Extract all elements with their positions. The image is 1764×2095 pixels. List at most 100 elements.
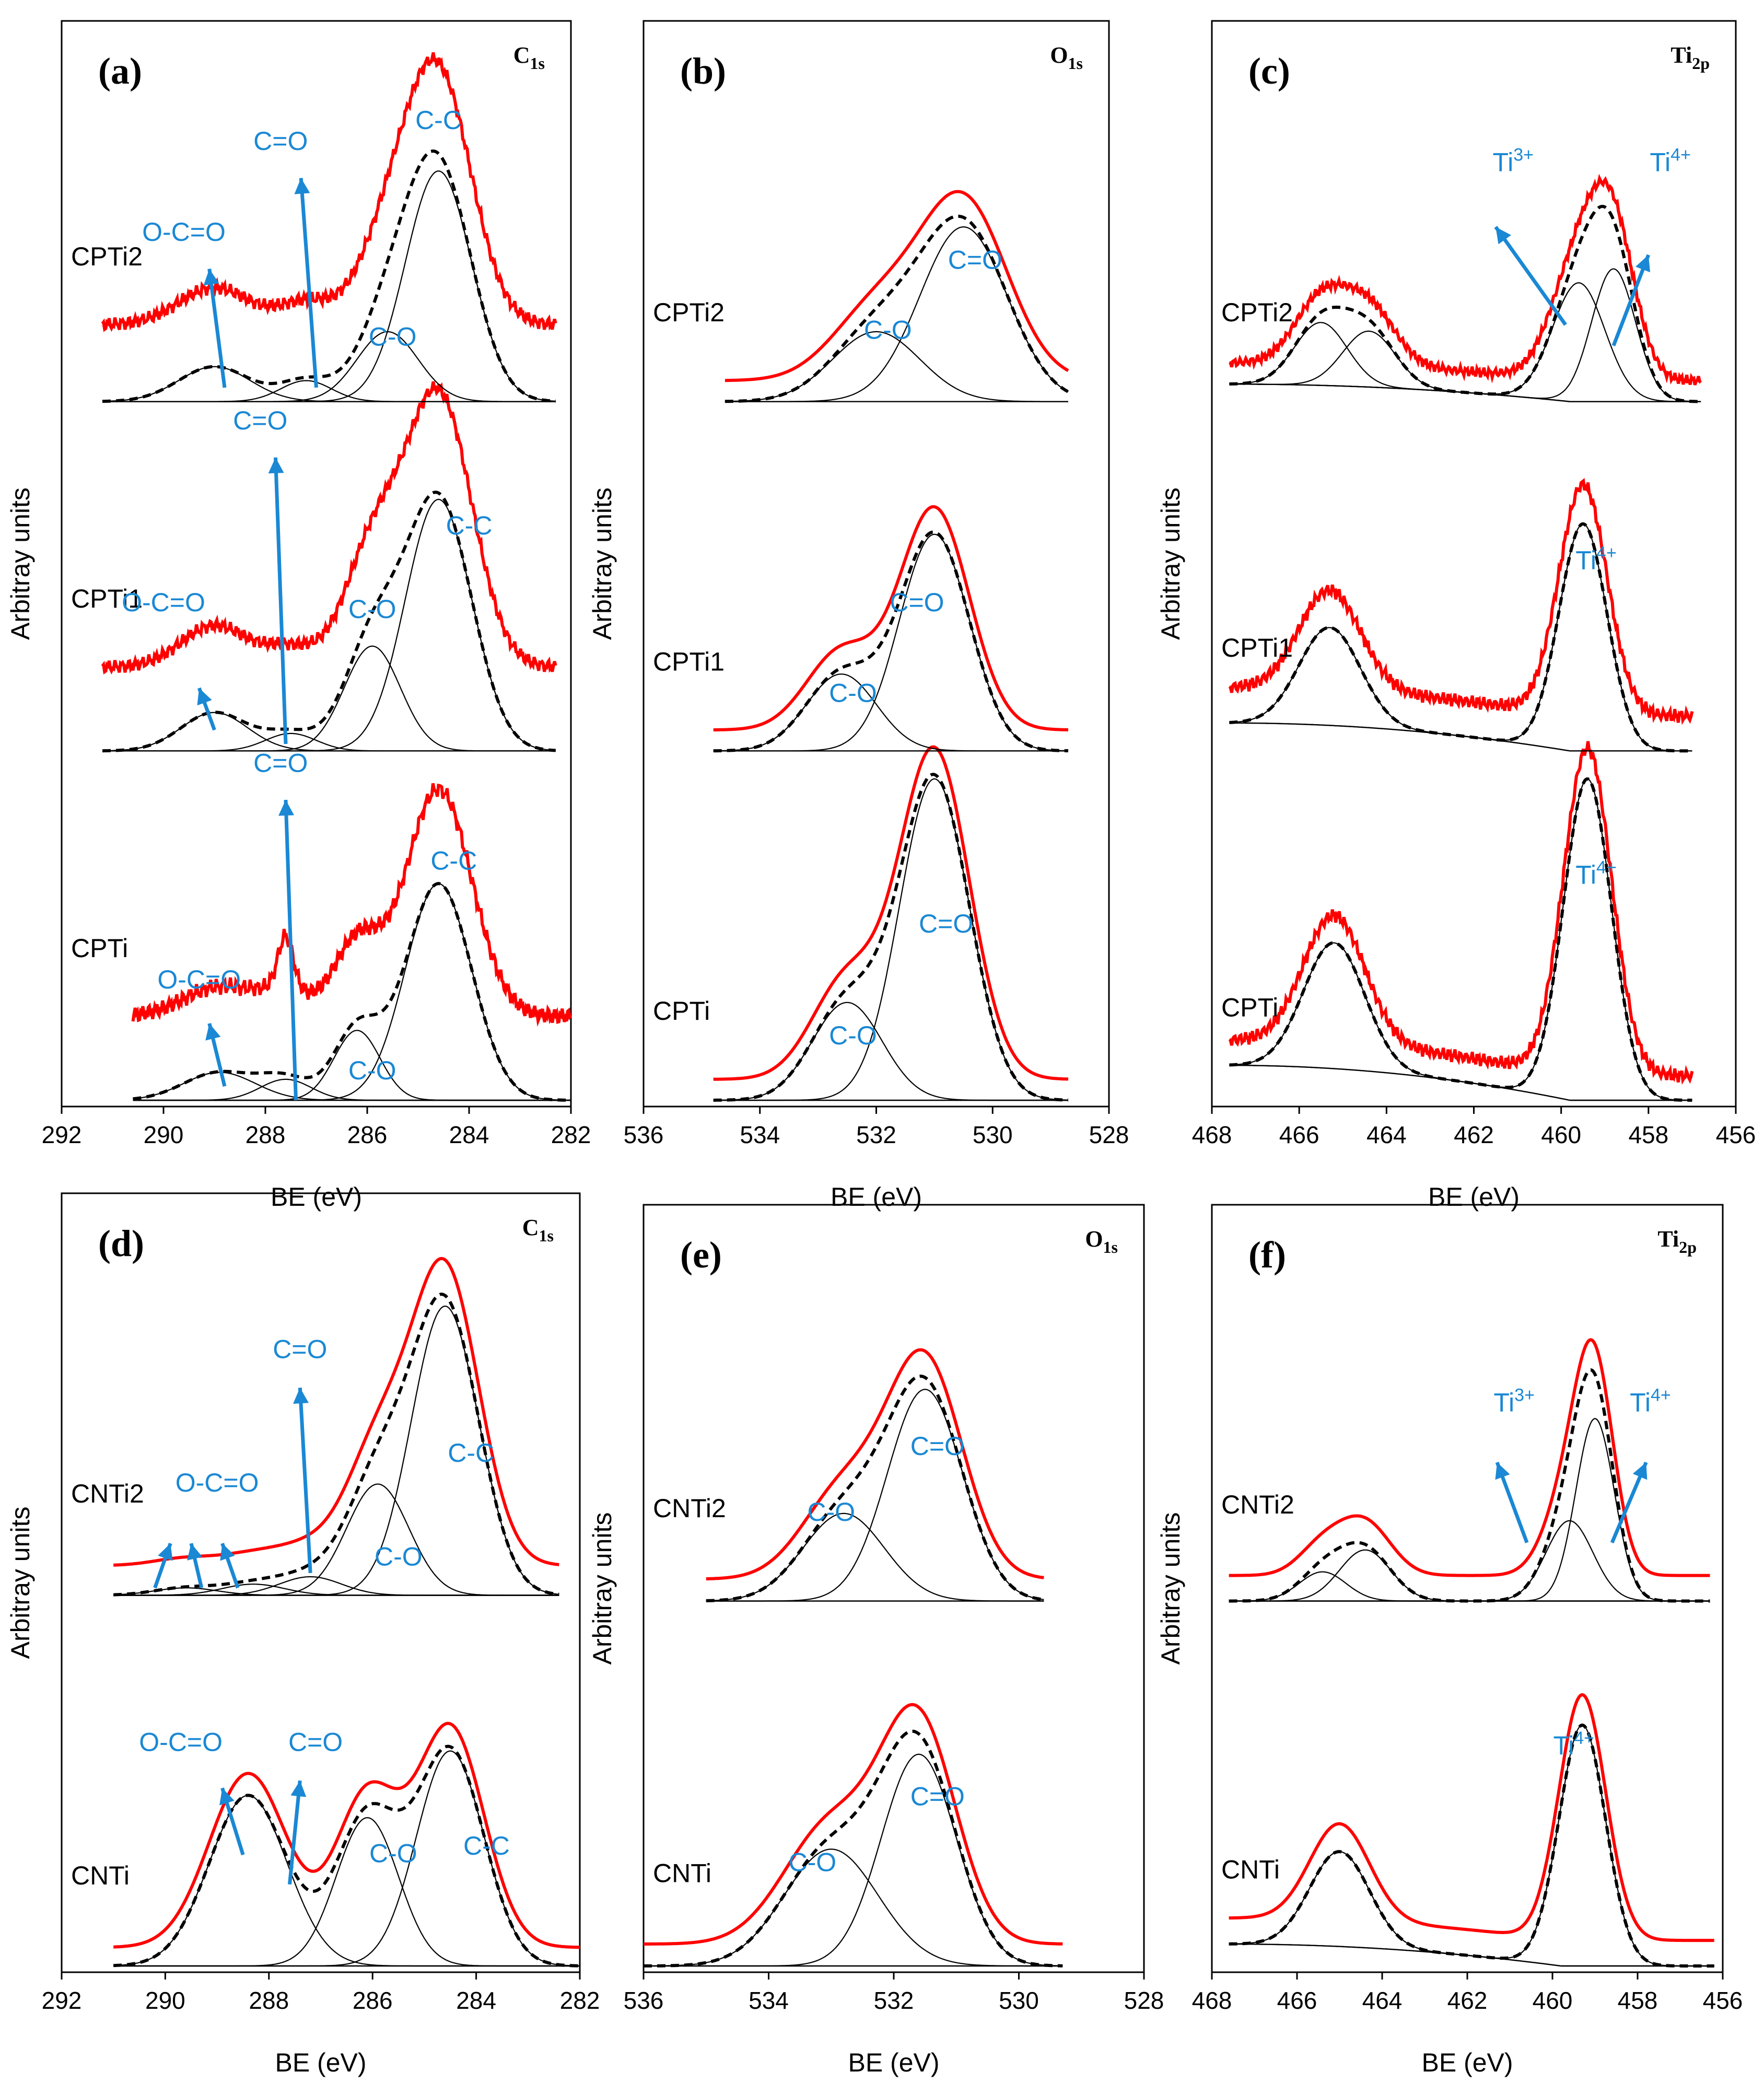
raw-spectrum bbox=[725, 190, 1069, 382]
x-tick-label: 284 bbox=[449, 1121, 489, 1148]
peak-annotation: C-C bbox=[446, 511, 493, 540]
fit-envelope bbox=[706, 1375, 1044, 1602]
x-tick-label: 534 bbox=[740, 1121, 780, 1148]
sample-label: CPTi2 bbox=[653, 298, 725, 327]
element-label: C1s bbox=[513, 42, 545, 73]
annotations: C-O C=O C-O C=O bbox=[788, 1431, 964, 1877]
panel-d: 292 290 288 286 284 282 BE (eV) Arbitray units (… bbox=[6, 1192, 600, 2077]
peak-annotation: C-O bbox=[788, 1847, 836, 1877]
x-axis-title: BE (eV) bbox=[275, 2048, 366, 2077]
x-tick-label: 458 bbox=[1628, 1121, 1668, 1148]
annotations: C-O C=O C-O C=O C-O C=O bbox=[829, 246, 1002, 1050]
fit-envelope bbox=[1229, 1368, 1710, 1603]
annotations: O-C=O C=O C-O C-C O-C=O C=O C-O C-C O-C=O C=O C-O C… bbox=[122, 106, 492, 1085]
x-tick-label: 460 bbox=[1533, 1987, 1573, 2014]
x-axis-title: BE (eV) bbox=[1428, 1182, 1520, 1212]
sample-label: CPTi bbox=[71, 934, 128, 963]
plot-frame bbox=[61, 1192, 581, 1973]
annotation-arrow-shaft bbox=[1611, 254, 1651, 346]
sample-label: CPTi2 bbox=[71, 242, 143, 271]
raw-spectrum bbox=[1229, 1693, 1714, 1942]
fit-envelope bbox=[133, 882, 571, 1102]
x-tick-label: 290 bbox=[144, 1121, 184, 1148]
spectrum-cnti: CNTi bbox=[71, 1721, 580, 1968]
peak-annotation: C=O bbox=[919, 909, 973, 938]
fit-envelope bbox=[1229, 205, 1701, 403]
x-tick-label: 462 bbox=[1447, 1987, 1488, 2014]
raw-spectrum bbox=[101, 52, 557, 332]
x-tick-label: 466 bbox=[1279, 1121, 1319, 1148]
peak-annotation: O-C=O bbox=[142, 217, 226, 247]
y-axis-title: Arbitray units bbox=[588, 1512, 617, 1665]
x-tick-label: 282 bbox=[560, 1987, 600, 2014]
fit-envelope bbox=[102, 149, 556, 403]
raw-spectrum bbox=[1228, 478, 1694, 725]
element-label: O1s bbox=[1050, 42, 1083, 73]
raw-spectrum bbox=[101, 381, 557, 675]
y-axis-title: Arbitray units bbox=[1156, 487, 1185, 640]
background-line bbox=[1229, 1064, 1692, 1101]
peak-annotation: O-C=O bbox=[122, 588, 205, 617]
sample-label: CPTi bbox=[653, 996, 710, 1026]
sample-label: CNTi2 bbox=[653, 1494, 726, 1523]
annotation-arrow-shaft bbox=[207, 269, 227, 388]
peak-annotation: C=O bbox=[890, 588, 944, 617]
peak-annotation: Ti4+ bbox=[1630, 1385, 1671, 1417]
annotations: Ti4+ Ti3+ Ti4+ bbox=[1493, 1385, 1670, 1760]
x-tick-label: 532 bbox=[874, 1987, 914, 2014]
annotation-arrow-head bbox=[290, 1780, 307, 1797]
sample-label: CPTi1 bbox=[1221, 633, 1293, 662]
y-axis-title: Arbitray units bbox=[1156, 1512, 1185, 1665]
fit-envelope bbox=[713, 773, 1068, 1102]
x-tick-label: 536 bbox=[624, 1987, 664, 2014]
spectrum-cpti: CPTi bbox=[653, 745, 1069, 1102]
y-axis-title: Arbitray units bbox=[6, 487, 35, 640]
sample-label: CPTi1 bbox=[653, 647, 725, 677]
peak-annotation: C=O bbox=[948, 246, 1002, 275]
x-tick-label: 456 bbox=[1716, 1121, 1756, 1148]
annotation-arrow-shaft bbox=[274, 457, 288, 744]
raw-spectrum bbox=[644, 1703, 1063, 1946]
annotation-arrow-head bbox=[158, 1543, 173, 1561]
spectrum-cnti2: CNTi2 bbox=[1221, 1338, 1710, 1603]
element-label: Ti2p bbox=[1657, 1226, 1697, 1256]
peak-annotation: C-O bbox=[829, 1021, 877, 1050]
x-tick-label: 284 bbox=[456, 1987, 496, 2014]
spectrum-cnti2: CNTi2 bbox=[71, 1257, 559, 1597]
annotation-arrow-head bbox=[1495, 1462, 1510, 1480]
arrows bbox=[197, 178, 318, 1101]
annotation-arrow-head bbox=[197, 688, 212, 706]
peak-annotation: O-C=O bbox=[176, 1468, 259, 1497]
annotation-arrow-head bbox=[294, 178, 310, 194]
panel-f: 468 466 464 462 460 458 456 BE (eV) Arbitray uni… bbox=[1156, 1204, 1743, 2077]
annotation-arrow-head bbox=[205, 1023, 221, 1041]
peak-annotation: Ti3+ bbox=[1493, 1385, 1535, 1417]
x-tick-label: 460 bbox=[1541, 1121, 1581, 1148]
x-tick-label: 532 bbox=[856, 1121, 896, 1148]
sample-label: CNTi bbox=[1221, 1855, 1280, 1884]
x-tick-label: 286 bbox=[347, 1121, 388, 1148]
spectrum-cpti1: CPTi1 bbox=[1221, 478, 1694, 753]
x-tick-label: 468 bbox=[1192, 1121, 1232, 1148]
annotation-arrow-head bbox=[293, 1388, 309, 1404]
spectrum-cpti: CPTi bbox=[71, 783, 573, 1102]
spectrum-cpti1: CPTi1 bbox=[653, 505, 1069, 753]
raw-spectrum bbox=[1229, 173, 1702, 386]
element-label: Ti2p bbox=[1670, 42, 1710, 73]
x-tick-label: 282 bbox=[551, 1121, 591, 1148]
raw-spectrum bbox=[706, 1348, 1044, 1580]
x-tick-label: 530 bbox=[999, 1987, 1039, 2014]
panel-e: 536 534 532 530 528 BE (eV) Arbitray units (e) O… bbox=[588, 1204, 1164, 2077]
peak-annotation: Ti4+ bbox=[1575, 543, 1617, 575]
peak-annotation: C=O bbox=[910, 1431, 965, 1461]
peak-annotation: C=O bbox=[253, 126, 308, 156]
annotation-arrow-shaft bbox=[298, 1387, 312, 1574]
x-tick-label: 534 bbox=[749, 1987, 789, 2014]
annotation-arrow-head bbox=[203, 269, 219, 286]
spectrum-cnti: CNTi bbox=[644, 1703, 1063, 1968]
spectrum-cpti1: CPTi1 bbox=[71, 381, 557, 753]
annotation-arrow-head bbox=[220, 1543, 235, 1561]
peak-annotation: C=O bbox=[910, 1782, 965, 1811]
